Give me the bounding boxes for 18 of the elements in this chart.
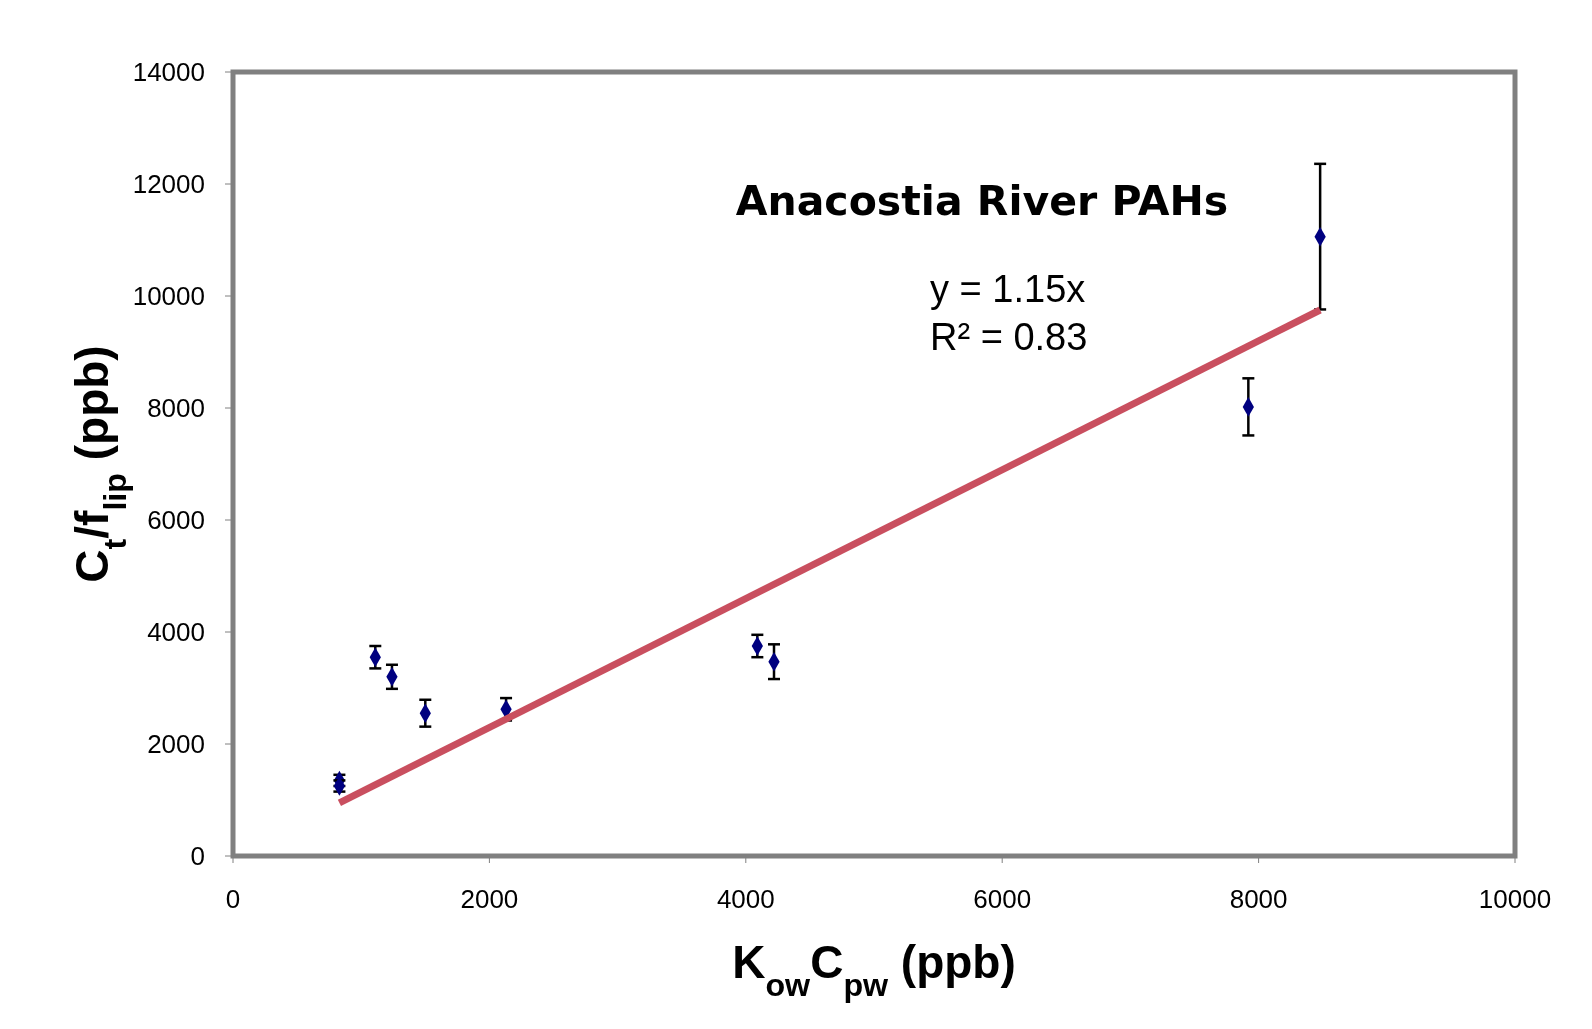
annotation: y = 1.15x bbox=[930, 268, 1086, 310]
y-tick-label: 6000 bbox=[147, 505, 205, 536]
x-tick-label: 0 bbox=[225, 884, 241, 914]
x-tick-label: 10000 bbox=[1478, 884, 1552, 914]
y-tick-label: 12000 bbox=[132, 169, 205, 200]
y-tick-label: 2000 bbox=[147, 729, 205, 760]
x-tick-label: 2000 bbox=[460, 884, 519, 914]
y-tick-label: 10000 bbox=[132, 281, 205, 312]
x-tick-label: 8000 bbox=[1229, 884, 1288, 914]
x-tick-label: 6000 bbox=[973, 884, 1032, 914]
y-tick-label: 4000 bbox=[147, 617, 205, 648]
y-tick-label: 0 bbox=[190, 841, 205, 872]
x-tick-label: 4000 bbox=[716, 884, 775, 914]
y-tick-label: 8000 bbox=[147, 393, 205, 424]
annotation: R² = 0.83 bbox=[930, 316, 1088, 358]
y-tick-label: 14000 bbox=[132, 57, 205, 88]
x-axis-title: K$_{ow}$C$_{pw}$ (ppb) bbox=[732, 936, 1016, 1003]
text: Anacostia River PAHs bbox=[735, 177, 1229, 225]
